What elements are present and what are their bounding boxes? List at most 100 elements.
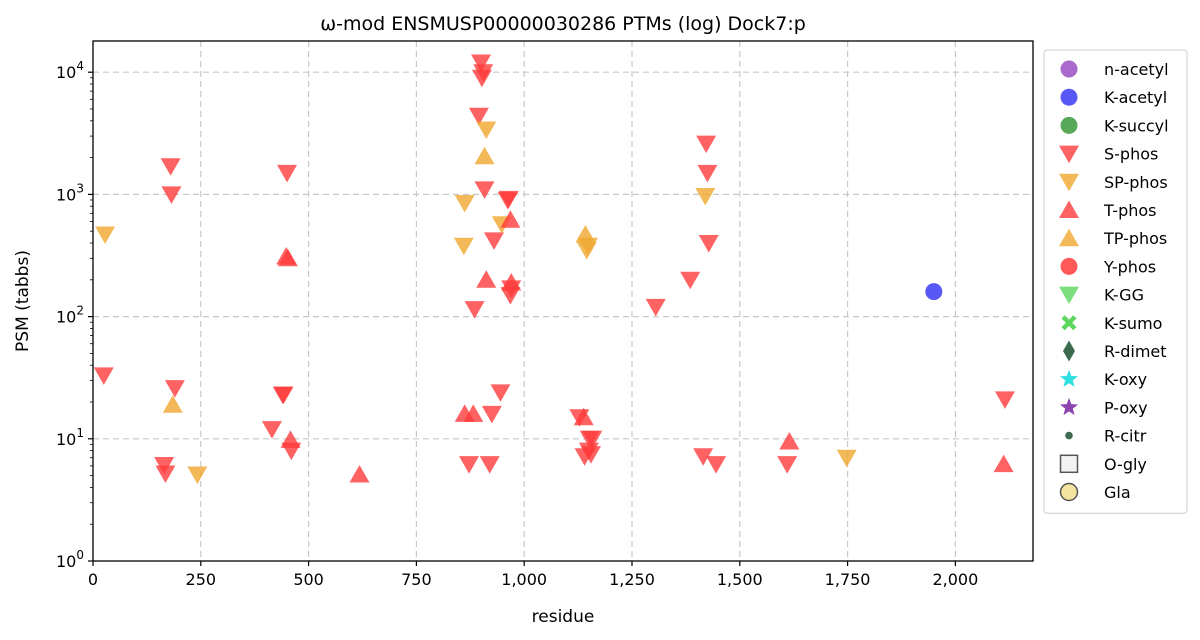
grid-lines xyxy=(93,41,1033,561)
legend-label-gla: Gla xyxy=(1104,483,1131,502)
x-tick-label: 1,250 xyxy=(609,570,655,589)
s-phos-point xyxy=(459,456,479,474)
s-phos-point xyxy=(706,456,727,474)
sp-phos-point xyxy=(454,195,475,213)
s-phos-point xyxy=(261,421,282,439)
s-phos-point xyxy=(680,271,701,290)
s-phos-point xyxy=(464,301,485,319)
y-tick-label: 100 xyxy=(56,548,84,571)
y-tick-label: 102 xyxy=(56,304,84,327)
x-tick-label: 750 xyxy=(401,570,432,589)
s-phos-point xyxy=(696,135,717,154)
s-phos-point xyxy=(994,391,1015,409)
y-axis-label: PSM (tabbs) xyxy=(13,250,33,352)
s-phos-point xyxy=(698,235,719,253)
sp-phos-point xyxy=(836,449,857,468)
legend-marker-sp-phos xyxy=(1059,173,1079,192)
legend-label-s-phos: S-phos xyxy=(1104,145,1158,164)
x-tick-label: 500 xyxy=(293,570,324,589)
t-phos-point xyxy=(280,430,301,448)
x-tick-label: 2,000 xyxy=(932,570,978,589)
legend-label-t-phos: T-phos xyxy=(1103,201,1157,220)
legend-label-k-oxy: K-oxy xyxy=(1104,370,1147,389)
legend-marker-r-dimet xyxy=(1063,340,1075,362)
legend-marker-o-gly xyxy=(1059,454,1079,474)
s-phos-point xyxy=(490,384,511,402)
legend: n-acetyl K-acetyl K-succyl S-phos SP-phos T-p… xyxy=(1043,49,1188,514)
legend-label-sp-phos: SP-phos xyxy=(1104,173,1168,192)
legend-label-k-sumo: K-sumo xyxy=(1104,314,1162,333)
t-phos-point xyxy=(779,432,800,450)
legend-marker-k-succyl xyxy=(1060,116,1078,134)
legend-label-o-gly: O-gly xyxy=(1104,455,1147,474)
legend-label-n-acetyl: n-acetyl xyxy=(1104,60,1169,79)
s-phos-point xyxy=(693,448,714,466)
legend-marker-r-citr xyxy=(1065,431,1073,440)
legend-marker-k-gg xyxy=(1059,286,1079,305)
legend-label-k-succyl: K-succyl xyxy=(1104,116,1169,135)
t-phos-point xyxy=(349,465,370,483)
legend-marker-k-acetyl xyxy=(1060,88,1078,106)
s-phos-point xyxy=(777,456,798,474)
y-axis-ticks: 100 101 102 103 104 xyxy=(56,59,93,571)
s-phos-point xyxy=(468,107,489,126)
s-phos-point xyxy=(484,232,505,250)
x-tick-label: 1,000 xyxy=(501,570,547,589)
s-phos-point xyxy=(161,186,182,204)
t-phos-point xyxy=(993,454,1014,473)
sp-phos-point xyxy=(95,226,116,244)
t-phos-point xyxy=(501,273,522,291)
s-phos-point xyxy=(474,181,495,199)
y-tick-label: 104 xyxy=(56,59,84,82)
legend-label-p-oxy: P-oxy xyxy=(1104,398,1148,417)
s-phos-point xyxy=(93,367,114,385)
tp-phos-point xyxy=(575,224,596,243)
s-phos-point xyxy=(645,298,666,317)
tp-phos-point xyxy=(474,146,495,165)
x-tick-label: 1,500 xyxy=(717,570,763,589)
legend-label-tp-phos: TP-phos xyxy=(1103,229,1167,248)
legend-marker-t-phos xyxy=(1059,200,1079,218)
legend-label-y-phos: Y-phos xyxy=(1103,257,1156,276)
s-phos-point xyxy=(160,158,181,176)
x-tick-label: 250 xyxy=(186,570,217,589)
s-phos-point xyxy=(473,64,494,82)
legend-marker-s-phos xyxy=(1059,145,1079,164)
sp-phos-point xyxy=(476,121,497,139)
legend-label-k-acetyl: K-acetyl xyxy=(1104,88,1167,107)
legend-marker-n-acetyl xyxy=(1060,60,1078,78)
t-phos-point xyxy=(277,248,298,267)
legend-label-r-dimet: R-dimet xyxy=(1104,342,1167,361)
legend-marker-k-oxy xyxy=(1059,369,1079,387)
legend-marker-k-sumo xyxy=(1061,315,1077,331)
s-phos-point xyxy=(155,465,176,484)
plot-area-frame xyxy=(92,40,1034,562)
s-phos-point xyxy=(479,456,500,474)
s-phos-point xyxy=(164,380,185,398)
x-axis-label: residue xyxy=(532,607,595,627)
legend-marker-p-oxy xyxy=(1059,397,1079,416)
x-tick-label: 0 xyxy=(88,570,98,589)
s-phos-point xyxy=(481,405,502,424)
x-tick-label: 1,750 xyxy=(825,570,871,589)
legend-marker-tp-phos xyxy=(1059,228,1079,247)
t-phos-point xyxy=(463,404,484,422)
t-phos-point xyxy=(500,210,521,228)
sp-phos-point xyxy=(453,237,474,256)
legend-marker-gla xyxy=(1059,482,1079,502)
sp-phos-point xyxy=(187,466,208,485)
s-phos-point xyxy=(581,446,602,464)
s-phos-point xyxy=(498,190,519,209)
legend-label-r-citr: R-citr xyxy=(1104,427,1147,446)
s-phos-point xyxy=(273,386,294,405)
t-phos-point xyxy=(573,407,594,426)
y-tick-label: 101 xyxy=(56,426,84,449)
s-phos-point xyxy=(697,164,718,183)
s-phos-point xyxy=(471,54,492,73)
t-phos-point xyxy=(476,270,497,288)
legend-marker-y-phos xyxy=(1060,257,1078,275)
chart-title: ω-mod ENSMUSP00000030286 PTMs (log) Dock… xyxy=(320,13,806,35)
s-phos-point xyxy=(277,164,298,183)
data-points xyxy=(93,54,1015,485)
